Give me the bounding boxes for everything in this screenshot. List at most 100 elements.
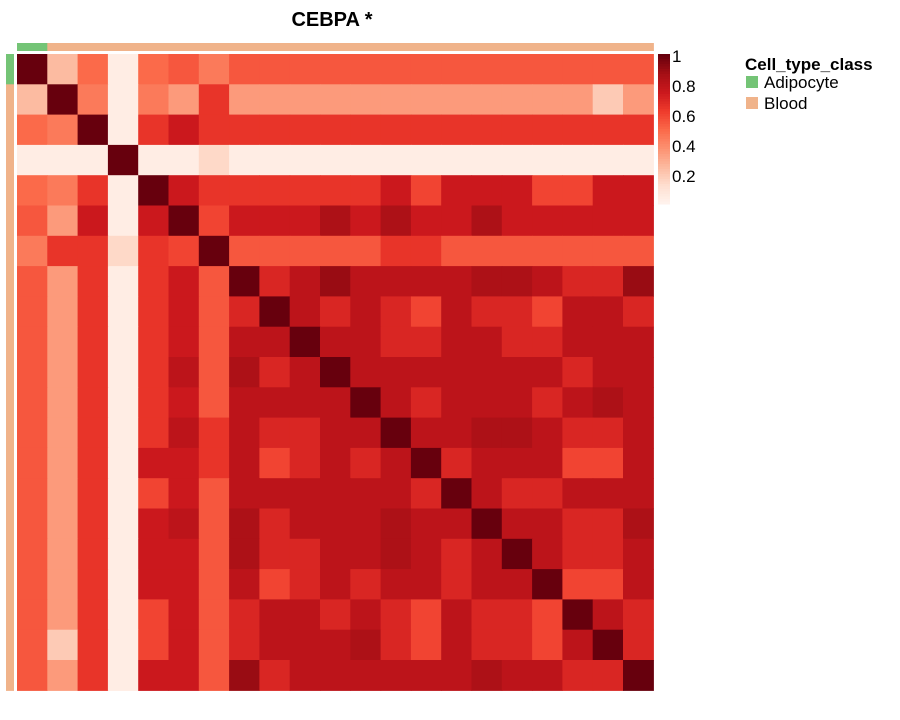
row-annotation-cell — [6, 84, 14, 116]
heatmap-cell — [198, 599, 230, 631]
heatmap-cell — [320, 538, 351, 570]
annotation-legend-label: Blood — [764, 94, 807, 113]
heatmap-cell — [410, 205, 442, 237]
heatmap-cell — [532, 447, 563, 479]
heatmap-cell — [289, 599, 321, 631]
color-scale-swatch — [658, 141, 670, 145]
heatmap-cell — [532, 144, 563, 176]
column-annotation-cell — [350, 43, 382, 51]
heatmap-cell — [562, 417, 594, 449]
heatmap-cell — [501, 357, 533, 388]
heatmap-cell — [380, 235, 412, 267]
heatmap-cell — [138, 629, 170, 661]
heatmap-cell — [532, 84, 563, 116]
heatmap-cell — [410, 144, 442, 176]
heatmap-cell — [471, 54, 503, 85]
row-annotation-cell — [6, 205, 14, 237]
heatmap-cell — [320, 508, 351, 540]
heatmap-cell — [532, 478, 563, 510]
row-annotation-cell — [6, 660, 14, 691]
heatmap-cell — [138, 599, 170, 631]
heatmap-cell — [320, 629, 351, 661]
heatmap-cell — [623, 569, 654, 600]
heatmap-cell — [350, 114, 382, 146]
heatmap-cell — [592, 235, 624, 267]
heatmap-cell — [471, 599, 503, 631]
heatmap-cell — [501, 538, 533, 570]
heatmap-cell — [289, 205, 321, 237]
heatmap-cell — [107, 266, 139, 297]
heatmap-cell — [501, 54, 533, 85]
heatmap-cell — [623, 296, 654, 328]
heatmap-cell — [107, 296, 139, 328]
heatmap-cell — [77, 478, 109, 510]
heatmap-cell — [592, 266, 624, 297]
heatmap-cell — [198, 114, 230, 146]
heatmap-cell — [592, 357, 624, 388]
color-scale-swatch — [658, 56, 670, 60]
heatmap-cell — [623, 660, 654, 691]
heatmap-cell — [562, 235, 594, 267]
heatmap-cell — [380, 478, 412, 510]
heatmap-cell — [198, 538, 230, 570]
color-scale-swatch — [658, 196, 670, 200]
heatmap-cell — [138, 326, 170, 358]
heatmap-cell — [410, 478, 442, 510]
heatmap-cell — [259, 144, 291, 176]
heatmap-cells — [17, 54, 654, 691]
heatmap-cell — [350, 569, 382, 600]
heatmap-cell — [17, 235, 48, 267]
heatmap-cell — [259, 235, 291, 267]
column-annotation-cell — [380, 43, 412, 51]
heatmap-cell — [229, 235, 260, 267]
heatmap-cell — [198, 205, 230, 237]
color-scale-swatch — [658, 119, 670, 122]
heatmap-cell — [107, 508, 139, 540]
heatmap-cell — [501, 660, 533, 691]
heatmap-cell — [107, 629, 139, 661]
heatmap-cell — [471, 629, 503, 661]
heatmap-cell — [77, 296, 109, 328]
heatmap-cell — [501, 478, 533, 510]
heatmap-cell — [107, 205, 139, 237]
heatmap-cell — [471, 417, 503, 449]
color-scale-swatch — [658, 76, 670, 80]
heatmap-cell — [259, 569, 291, 600]
heatmap-cell — [410, 538, 442, 570]
heatmap-cell — [198, 175, 230, 207]
heatmap-cell — [441, 569, 473, 600]
heatmap-cell — [289, 114, 321, 146]
heatmap-cell — [410, 114, 442, 146]
heatmap-cell — [380, 144, 412, 176]
heatmap-cell — [107, 114, 139, 146]
heatmap-cell — [501, 175, 533, 207]
heatmap-cell — [380, 266, 412, 297]
heatmap-cell — [17, 599, 48, 631]
column-annotation-cell — [501, 43, 533, 51]
color-scale-swatch — [658, 91, 670, 95]
heatmap-cell — [47, 447, 79, 479]
row-annotation-cell — [6, 478, 14, 510]
heatmap-cell — [198, 478, 230, 510]
heatmap-cell — [623, 205, 654, 237]
heatmap-cell — [562, 660, 594, 691]
row-annotation-cell — [6, 54, 14, 85]
heatmap-cell — [320, 660, 351, 691]
heatmap-cell — [562, 508, 594, 540]
heatmap-cell — [501, 144, 533, 176]
heatmap-cell — [289, 508, 321, 540]
heatmap-cell — [471, 357, 503, 388]
row-annotation-cell — [6, 569, 14, 600]
heatmap-cell — [441, 387, 473, 419]
heatmap-cell — [47, 417, 79, 449]
annotation-legend-swatch — [746, 76, 758, 88]
heatmap-cell — [138, 175, 170, 207]
heatmap-cell — [320, 357, 351, 388]
color-scale-swatch — [658, 176, 670, 180]
color-scale-swatch — [658, 171, 670, 175]
color-scale-swatch — [658, 81, 670, 85]
heatmap-cell — [77, 660, 109, 691]
heatmap-cell — [441, 144, 473, 176]
heatmap-cell — [107, 538, 139, 570]
